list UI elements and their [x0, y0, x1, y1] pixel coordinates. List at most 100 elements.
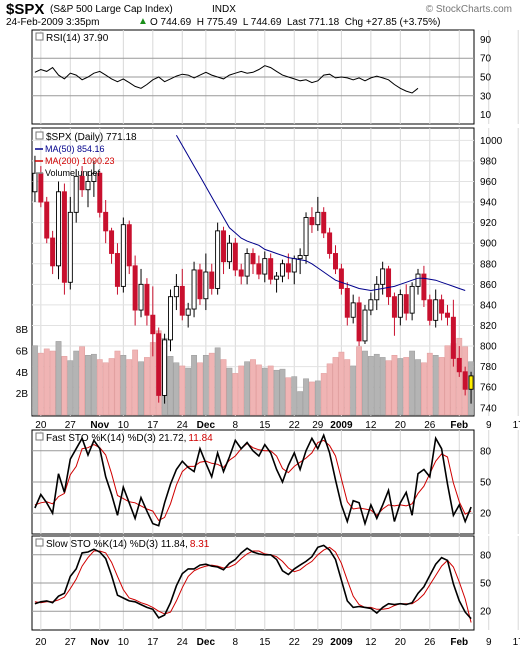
candle-body	[274, 275, 280, 280]
candle-body	[209, 271, 215, 289]
candle-body	[103, 211, 109, 232]
candle-body	[232, 242, 238, 271]
x-axis-label: 2009	[330, 420, 353, 431]
volume-bar	[49, 350, 56, 416]
volume-bar	[415, 359, 421, 416]
volume-bar	[114, 350, 121, 416]
x-axis-label-bottom: Nov	[90, 637, 109, 648]
candle-body	[356, 302, 362, 342]
x-axis-label: 20	[395, 420, 407, 431]
candle-body	[315, 211, 321, 226]
x-axis-label-bottom: 17	[147, 637, 159, 648]
fast-sto-legend-box	[35, 432, 44, 441]
volume-bar	[167, 356, 174, 416]
legend-entry: Volume undef	[45, 168, 101, 178]
volume-bar	[214, 347, 221, 416]
candle-body	[285, 263, 291, 273]
volume-bar	[391, 355, 398, 416]
volume-bar	[379, 357, 386, 416]
candle-body	[56, 191, 62, 267]
candle-body	[150, 314, 156, 335]
up-arrow-icon: ▲	[138, 16, 148, 27]
candle-body	[32, 172, 38, 193]
volume-bar	[179, 365, 186, 416]
price-tick-label: 740	[480, 403, 497, 414]
candle-body	[391, 296, 397, 318]
chart-header: $SPX (S&P 500 Large Cap Index) INDX © St…	[4, 0, 516, 30]
index-name: (S&P 500 Large Cap Index)	[50, 4, 173, 15]
x-axis-label: 29	[312, 420, 324, 431]
x-axis-label: 9	[486, 420, 492, 431]
fast-sto-d-value: 11.84	[188, 433, 213, 444]
candle-body	[321, 211, 327, 234]
volume-bar	[303, 378, 309, 416]
candle-body	[374, 283, 380, 301]
x-axis-label-bottom: 17	[513, 637, 520, 648]
volume-bar	[426, 352, 433, 416]
fast-sto-tick-label: 80	[480, 446, 492, 457]
x-axis-label: 27	[65, 420, 77, 431]
volume-bar	[344, 359, 351, 416]
x-axis-label: Nov	[90, 420, 109, 431]
price-tick-label: 800	[480, 342, 497, 353]
candle-body	[67, 211, 73, 283]
x-axis-label: 10	[118, 420, 130, 431]
candle-body	[221, 230, 227, 263]
candle-body	[309, 217, 315, 226]
candle-body	[268, 258, 274, 280]
x-axis-label-bottom: 8	[233, 637, 239, 648]
candle-body	[44, 201, 50, 239]
volume-bar	[255, 364, 262, 416]
volume-bar	[173, 362, 180, 416]
x-axis-label: Feb	[450, 420, 468, 431]
candle-body	[350, 302, 356, 318]
volume-bar	[226, 367, 233, 416]
candle-body	[85, 181, 91, 191]
exchange: INDX	[212, 4, 236, 15]
volume-bar	[61, 356, 68, 416]
price-tick-label: 900	[480, 239, 497, 250]
x-axis-label: 26	[424, 420, 436, 431]
volume-bar	[197, 362, 203, 416]
volume-bar	[373, 353, 380, 416]
price-tick-label: 880	[480, 259, 497, 270]
candle-body	[120, 224, 126, 287]
fast-sto-tick-label: 20	[480, 509, 492, 520]
x-axis-label: 20	[35, 420, 47, 431]
candle-body	[380, 268, 386, 285]
rsi-tick-label: 10	[480, 110, 492, 121]
candle-body	[462, 371, 468, 390]
volume-bar	[138, 361, 144, 416]
watermark: © StockCharts.com	[425, 4, 512, 15]
candle-body	[197, 269, 203, 300]
volume-bar	[244, 361, 251, 416]
price-tick-label: 820	[480, 321, 497, 332]
candle-body	[238, 269, 244, 277]
slow-sto-k-line	[34, 544, 472, 620]
volume-bar	[338, 351, 345, 416]
x-axis-label-bottom: 2009	[330, 637, 353, 648]
volume-bar	[385, 360, 392, 416]
candle-body	[468, 375, 474, 390]
rsi-tick-label: 30	[480, 91, 492, 102]
candle-body	[256, 263, 262, 275]
volume-bar	[43, 348, 50, 416]
volume-bar	[132, 349, 139, 416]
price-tick-label: 1000	[480, 136, 503, 147]
candle-body	[138, 283, 144, 311]
symbol: $SPX	[6, 1, 45, 18]
volume-bar	[32, 345, 38, 416]
ma50-line	[175, 134, 466, 292]
candle-body	[386, 268, 392, 298]
volume-bar	[326, 363, 333, 416]
candle-body	[203, 271, 209, 300]
x-axis-label: Dec	[197, 420, 216, 431]
volume-bar	[314, 380, 321, 416]
candle-body	[439, 299, 445, 314]
volume-bar	[250, 359, 256, 416]
candle-body	[250, 253, 256, 265]
volume-tick-label: 6B	[16, 347, 29, 358]
price-tick-label: 960	[480, 177, 497, 188]
candle-body	[403, 294, 409, 314]
quote-date: 24-Feb-2009 3:35pm	[6, 17, 100, 28]
